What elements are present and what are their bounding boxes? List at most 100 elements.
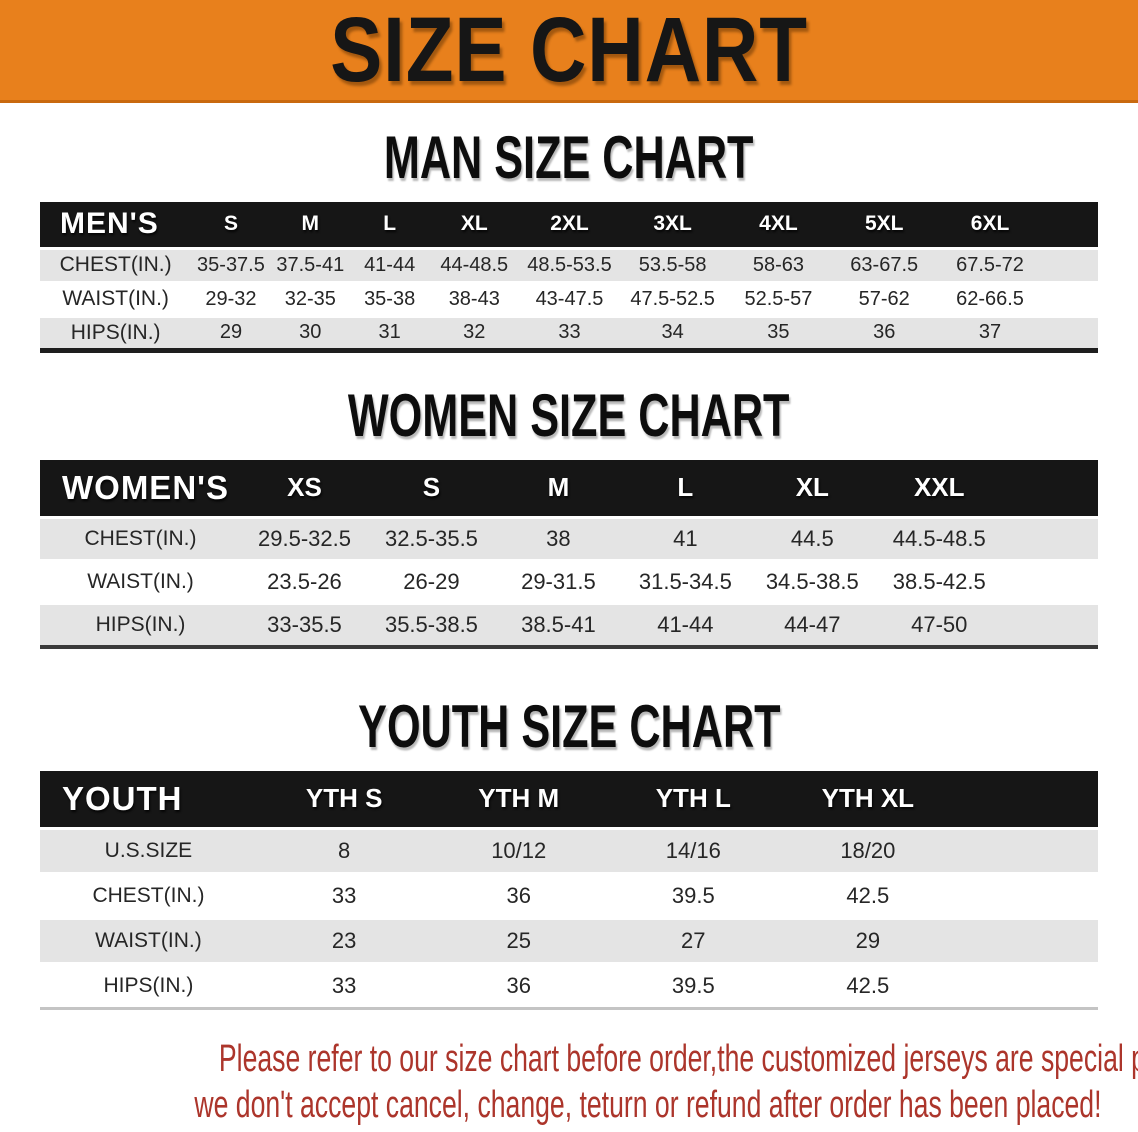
youth-measure-row: CHEST(IN.) 33 36 39.5 42.5 (40, 873, 1098, 919)
youth-size-value: 27 (681, 928, 706, 953)
women-measure-label: WAIST(IN.) (87, 570, 194, 593)
youth-size-value: 33 (331, 883, 357, 908)
men-size-value: 32-35 (284, 287, 336, 310)
men-header-row: MEN'S S M L XL 2XL 3XL 4XL 5XL 6XL (40, 202, 1098, 248)
youth-size-value: 18/20 (840, 838, 896, 863)
men-size-value: 36 (873, 321, 896, 343)
youth-size-value: 42.5 (846, 883, 890, 908)
women-size-value: 23.5-26 (267, 569, 342, 594)
disclaimer-line-1: Please refer to our size chart before or… (218, 1038, 1138, 1080)
men-header-spacer (1043, 202, 1098, 248)
youth-size-value: 39.5 (671, 883, 715, 908)
men-size-value: 29 (219, 321, 243, 343)
men-size-value: 63-67.5 (850, 253, 919, 276)
men-measure-label: WAIST(IN.) (62, 287, 169, 310)
youth-measure-label: CHEST(IN.) (92, 884, 205, 907)
youth-section-heading: YOUTH SIZE CHART (357, 692, 781, 760)
women-section-heading: WOMEN SIZE CHART (348, 381, 790, 449)
youth-size-value: 25 (506, 928, 531, 953)
men-row-spacer (1043, 316, 1098, 350)
women-row-spacer (1003, 561, 1098, 604)
men-size-col-header: 4XL (759, 212, 798, 236)
women-size-col-header: XXL (913, 472, 965, 503)
men-size-value: 35-38 (364, 287, 416, 310)
men-measure-label: HIPS(IN.) (70, 320, 161, 344)
size-section-women: WOMEN SIZE CHART WOMEN'S XS S M L XL XXL CHEST(I… (0, 381, 1138, 649)
men-section-heading: MAN SIZE CHART (384, 124, 754, 191)
women-size-value: 38.5-41 (521, 611, 596, 637)
men-size-col-header: L (383, 212, 397, 236)
men-size-value: 43-47.5 (535, 287, 604, 310)
women-size-value: 34.5-38.5 (765, 569, 859, 594)
men-size-col-header: S (223, 212, 238, 236)
women-size-value: 31.5-34.5 (638, 569, 732, 594)
men-size-value: 52.5-57 (744, 287, 813, 310)
youth-row-spacer (955, 829, 1098, 874)
women-size-col-header: M (547, 472, 570, 503)
youth-size-col-header: YTH L (655, 783, 731, 814)
men-size-table: MEN'S S M L XL 2XL 3XL 4XL 5XL 6XL CHEST(IN.) 35-37… (40, 202, 1098, 353)
men-size-value: 47.5-52.5 (630, 287, 715, 310)
women-measure-row: HIPS(IN.) 33-35.5 35.5-38.5 38.5-41 41-44 44-… (40, 603, 1098, 647)
youth-size-col-header: YTH XL (821, 783, 915, 814)
women-size-value: 26-29 (403, 569, 460, 594)
size-section-youth: YOUTH SIZE CHART YOUTH YTH S YTH M YTH L YTH … (0, 692, 1138, 1010)
women-size-value: 41 (673, 526, 698, 551)
women-size-table: WOMEN'S XS S M L XL XXL CHEST(IN.) 29.5-32.5 32.5… (40, 459, 1098, 649)
banner-title: SIZE CHART (330, 0, 808, 101)
men-size-value: 32 (463, 321, 486, 343)
men-row-spacer (1043, 282, 1098, 316)
men-size-value: 35-37.5 (197, 253, 265, 276)
men-size-value: 34 (661, 321, 684, 343)
women-size-value: 44.5-48.5 (892, 526, 986, 551)
men-size-value: 41-44 (364, 253, 416, 276)
youth-size-value: 42.5 (846, 973, 890, 998)
women-size-value: 38.5-42.5 (892, 569, 986, 594)
men-size-value: 33 (558, 321, 581, 343)
women-measure-label: CHEST(IN.) (84, 527, 197, 550)
youth-size-value: 8 (338, 838, 351, 863)
women-measure-label: HIPS(IN.) (95, 612, 186, 636)
men-corner-label: MEN'S (60, 207, 159, 241)
women-corner-label: WOMEN'S (62, 468, 230, 506)
youth-measure-label: U.S.SIZE (104, 839, 193, 862)
men-row-spacer (1043, 248, 1098, 282)
women-size-col-header: XS (287, 472, 322, 503)
women-size-col-header: L (677, 472, 694, 503)
men-size-value: 37.5-41 (276, 253, 345, 276)
women-size-value: 32.5-35.5 (384, 526, 478, 551)
size-chart-banner: SIZE CHART (0, 0, 1138, 103)
women-size-col-header: XL (795, 472, 829, 503)
men-size-value: 48.5-53.5 (527, 253, 612, 276)
youth-size-value: 10/12 (491, 838, 547, 863)
women-header-spacer (1003, 460, 1098, 518)
youth-row-spacer (955, 874, 1098, 919)
men-size-value: 35 (767, 321, 790, 343)
youth-row-spacer (955, 919, 1098, 964)
youth-size-value: 36 (506, 883, 531, 908)
youth-size-value: 14/16 (665, 838, 721, 863)
disclaimer-line-2: we don't accept cancel, change, teturn o… (194, 1084, 1102, 1126)
youth-size-col-header: YTH S (305, 783, 383, 814)
women-row-spacer (1003, 604, 1098, 647)
men-size-value: 31 (378, 321, 401, 343)
youth-header-spacer (955, 771, 1098, 829)
youth-size-value: 29 (855, 928, 881, 953)
men-size-value: 57-62 (858, 287, 910, 310)
men-measure-label: CHEST(IN.) (59, 253, 172, 276)
women-size-value: 29-31.5 (521, 569, 596, 594)
women-size-value: 44.5 (790, 526, 834, 551)
women-measure-row: CHEST(IN.) 29.5-32.5 32.5-35.5 38 41 44.5 44.5… (40, 517, 1098, 561)
women-size-value: 47-50 (911, 611, 968, 637)
youth-size-value: 33 (331, 973, 357, 998)
men-size-value: 62-66.5 (956, 287, 1024, 310)
youth-size-value: 39.5 (671, 973, 715, 998)
men-size-value: 30 (299, 321, 322, 343)
men-size-value: 44-48.5 (440, 253, 509, 276)
women-size-col-header: S (422, 472, 441, 503)
women-size-value: 44-47 (784, 611, 841, 637)
women-size-value: 35.5-38.5 (384, 611, 478, 637)
youth-corner-label: YOUTH (62, 779, 183, 817)
men-size-value: 67.5-72 (956, 253, 1024, 276)
youth-measure-label: HIPS(IN.) (103, 974, 194, 997)
